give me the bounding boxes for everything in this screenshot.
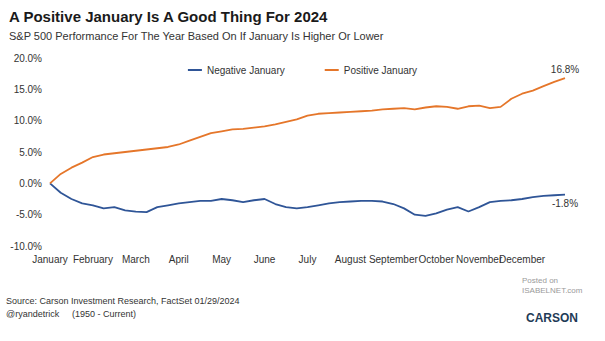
svg-text:March: March [122,254,150,265]
svg-text:ISABELNET.com: ISABELNET.com [522,286,583,295]
svg-text:@ryandetrick: @ryandetrick [6,309,60,319]
svg-text:Negative January: Negative January [207,65,285,76]
svg-text:June: June [254,254,276,265]
svg-text:(1950 - Current): (1950 - Current) [72,309,136,319]
svg-text:A Positive January Is A Good T: A Positive January Is A Good Thing For 2… [9,8,328,25]
svg-text:20.0%: 20.0% [14,53,42,64]
svg-text:Positive January: Positive January [344,65,417,76]
svg-text:May: May [212,254,231,265]
svg-text:-5.0%: -5.0% [16,209,42,220]
svg-text:January: January [32,254,68,265]
svg-text:0.0%: 0.0% [19,178,42,189]
svg-text:Posted on: Posted on [522,276,558,285]
svg-text:Source: Carson Investment Rese: Source: Carson Investment Research, Fact… [6,296,240,306]
svg-text:September: September [369,254,419,265]
svg-text:July: July [299,254,317,265]
svg-text:S&P 500 Performance For The Ye: S&P 500 Performance For The Year Based O… [9,30,384,42]
svg-text:CARSON: CARSON [526,311,578,325]
svg-text:October: October [418,254,454,265]
svg-text:-10.0%: -10.0% [10,241,42,252]
svg-text:November: November [456,254,503,265]
svg-text:December: December [499,254,546,265]
svg-text:16.8%: 16.8% [551,64,579,75]
svg-text:February: February [73,254,113,265]
svg-text:5.0%: 5.0% [19,147,42,158]
svg-text:15.0%: 15.0% [14,84,42,95]
svg-text:April: April [169,254,189,265]
svg-text:August: August [335,254,366,265]
svg-text:-1.8%: -1.8% [552,198,578,209]
svg-text:10.0%: 10.0% [14,115,42,126]
